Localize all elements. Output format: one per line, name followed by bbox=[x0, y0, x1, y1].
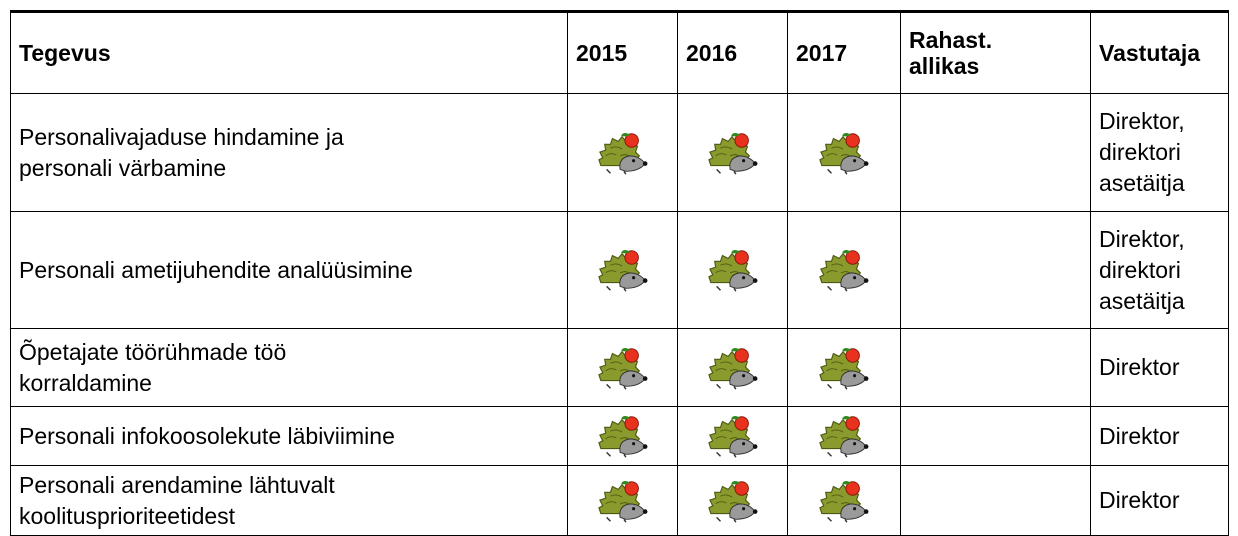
cell-line: allikas bbox=[909, 53, 1082, 79]
hedgehog-cell bbox=[568, 329, 678, 407]
hedgehog-icon bbox=[707, 345, 759, 391]
hedgehog-icon bbox=[597, 478, 649, 524]
cell-line: asetäitja bbox=[1099, 168, 1220, 199]
hedgehog-cell bbox=[678, 407, 788, 466]
responsible-cell: Direktor bbox=[1091, 466, 1229, 536]
cell-line: personali värbamine bbox=[19, 153, 559, 184]
hedgehog-cell bbox=[568, 407, 678, 466]
header-cell: 2015 bbox=[568, 12, 678, 94]
cell-line: korraldamine bbox=[19, 368, 559, 399]
cell-line: Direktor bbox=[1099, 421, 1220, 452]
hedgehog-icon bbox=[818, 247, 870, 293]
activity-cell: Personali infokoosolekute läbiviimine bbox=[11, 407, 568, 466]
cell-line: koolitusprioriteetidest bbox=[19, 501, 559, 532]
header-cell: 2016 bbox=[678, 12, 788, 94]
hedgehog-icon bbox=[707, 413, 759, 459]
hedgehog-cell bbox=[568, 94, 678, 212]
responsible-cell: Direktor bbox=[1091, 329, 1229, 407]
cell-line: direktori bbox=[1099, 137, 1220, 168]
cell-line: Direktor bbox=[1099, 485, 1220, 516]
hedgehog-cell bbox=[678, 329, 788, 407]
hedgehog-cell bbox=[678, 212, 788, 329]
hedgehog-icon bbox=[597, 413, 649, 459]
cell-line: Direktor, bbox=[1099, 106, 1220, 137]
hedgehog-cell bbox=[788, 466, 901, 536]
cell-line: Õpetajate töörühmade töö bbox=[19, 337, 559, 368]
hedgehog-cell bbox=[678, 94, 788, 212]
hedgehog-cell bbox=[788, 212, 901, 329]
hedgehog-icon bbox=[818, 345, 870, 391]
hedgehog-icon bbox=[707, 247, 759, 293]
cell-line: Direktor, bbox=[1099, 224, 1220, 255]
header-cell: Vastutaja bbox=[1091, 12, 1229, 94]
hedgehog-icon bbox=[707, 478, 759, 524]
activity-cell: Personali ametijuhendite analüüsimine bbox=[11, 212, 568, 329]
header-cell: Tegevus bbox=[11, 12, 568, 94]
cell-line: Personalivajaduse hindamine ja bbox=[19, 122, 559, 153]
cell-line: direktori bbox=[1099, 255, 1220, 286]
source-cell bbox=[901, 466, 1091, 536]
cell-line: asetäitja bbox=[1099, 286, 1220, 317]
hedgehog-cell bbox=[568, 212, 678, 329]
hedgehog-icon bbox=[597, 247, 649, 293]
hedgehog-icon bbox=[597, 130, 649, 176]
cell-line: Personali infokoosolekute läbiviimine bbox=[19, 421, 559, 452]
hedgehog-cell bbox=[788, 94, 901, 212]
cell-line: Personali ametijuhendite analüüsimine bbox=[19, 255, 559, 286]
hedgehog-icon bbox=[597, 345, 649, 391]
hedgehog-icon bbox=[818, 130, 870, 176]
header-cell: Rahast.allikas bbox=[901, 12, 1091, 94]
page: Tegevus201520162017Rahast.allikasVastuta… bbox=[0, 0, 1238, 534]
cell-line: Rahast. bbox=[909, 27, 1082, 53]
table-row: Personali infokoosolekute läbiviimine Dir… bbox=[11, 407, 1229, 466]
hedgehog-icon bbox=[818, 413, 870, 459]
cell-line: Direktor bbox=[1099, 352, 1220, 383]
source-cell bbox=[901, 407, 1091, 466]
responsible-cell: Direktor bbox=[1091, 407, 1229, 466]
hedgehog-cell bbox=[788, 407, 901, 466]
hedgehog-cell bbox=[788, 329, 901, 407]
cell-line: Personali arendamine lähtuvalt bbox=[19, 470, 559, 501]
table-row: Personali ametijuhendite analüüsimine Dir… bbox=[11, 212, 1229, 329]
source-cell bbox=[901, 329, 1091, 407]
header-cell: 2017 bbox=[788, 12, 901, 94]
hedgehog-icon bbox=[707, 130, 759, 176]
hedgehog-cell bbox=[568, 466, 678, 536]
hedgehog-cell bbox=[678, 466, 788, 536]
source-cell bbox=[901, 212, 1091, 329]
hedgehog-icon bbox=[818, 478, 870, 524]
source-cell bbox=[901, 94, 1091, 212]
